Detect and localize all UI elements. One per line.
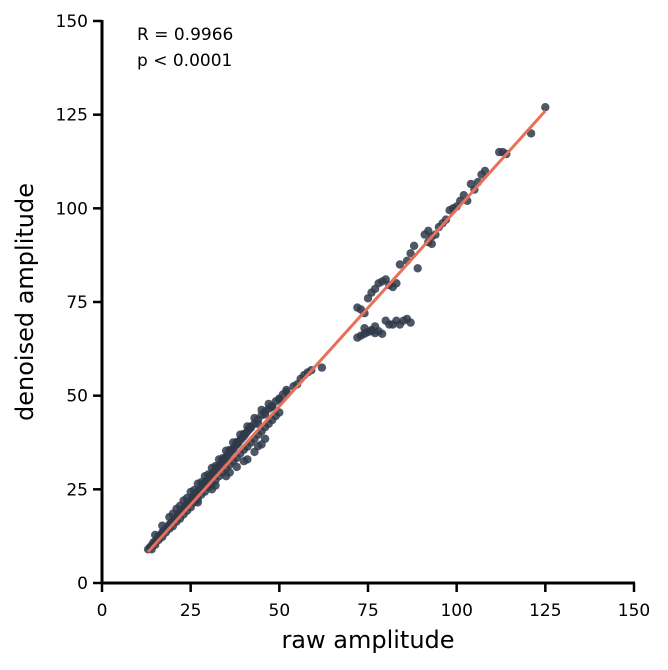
data-point <box>268 402 277 412</box>
data-point <box>253 442 263 451</box>
data-point <box>413 264 422 273</box>
data-point <box>260 410 270 419</box>
y-axis-ticks: 0 25 50 75 100 125 150 <box>56 12 102 594</box>
data-point <box>190 485 199 495</box>
x-tick-label: 75 <box>357 601 379 621</box>
data-point <box>317 363 327 372</box>
x-tick-label: 150 <box>618 601 650 621</box>
data-point <box>406 318 415 327</box>
x-tick-label: 0 <box>97 601 108 621</box>
data-point <box>360 329 369 338</box>
data-point <box>526 129 536 138</box>
data-point <box>243 455 252 464</box>
y-tick-label: 100 <box>56 199 88 219</box>
data-points <box>143 103 550 554</box>
data-point <box>211 461 220 471</box>
y-tick-label: 150 <box>56 12 88 32</box>
data-point <box>232 437 241 447</box>
x-axis-ticks: 0 25 50 75 100 125 150 <box>97 583 650 621</box>
data-point <box>232 462 241 472</box>
data-point <box>260 434 270 443</box>
data-point <box>182 493 192 503</box>
data-point <box>367 327 376 336</box>
data-point <box>168 509 178 518</box>
p-value-annotation: p < 0.0001 <box>137 51 232 71</box>
x-tick-label: 25 <box>180 601 202 621</box>
y-tick-label: 0 <box>77 574 88 594</box>
data-point <box>225 445 234 455</box>
data-point <box>175 501 185 510</box>
data-point <box>409 241 419 250</box>
data-point <box>204 470 213 479</box>
data-point <box>275 395 284 404</box>
data-point <box>378 329 387 338</box>
y-tick-label: 75 <box>66 293 88 313</box>
y-tick-label: 25 <box>66 480 88 500</box>
data-point <box>151 530 160 540</box>
x-tick-label: 125 <box>529 601 561 621</box>
data-point <box>197 478 206 487</box>
y-tick-label: 125 <box>56 106 88 126</box>
y-axis-title: denoised amplitude <box>11 183 39 421</box>
data-point <box>427 239 436 249</box>
data-point <box>225 468 234 477</box>
data-point <box>211 481 220 490</box>
y-tick-label: 50 <box>66 387 88 407</box>
x-tick-label: 100 <box>440 601 472 621</box>
regression-line <box>146 109 547 553</box>
data-point <box>480 166 490 176</box>
data-point <box>392 279 401 288</box>
x-axis-title: raw amplitude <box>281 626 454 654</box>
data-point <box>541 103 550 112</box>
correlation-annotation: R = 0.9966 <box>137 25 233 45</box>
data-point <box>239 429 249 439</box>
data-point <box>406 249 415 258</box>
data-point <box>395 260 405 269</box>
data-point <box>218 454 227 463</box>
data-point <box>246 422 256 431</box>
data-point <box>158 521 167 530</box>
x-tick-label: 50 <box>269 601 291 621</box>
